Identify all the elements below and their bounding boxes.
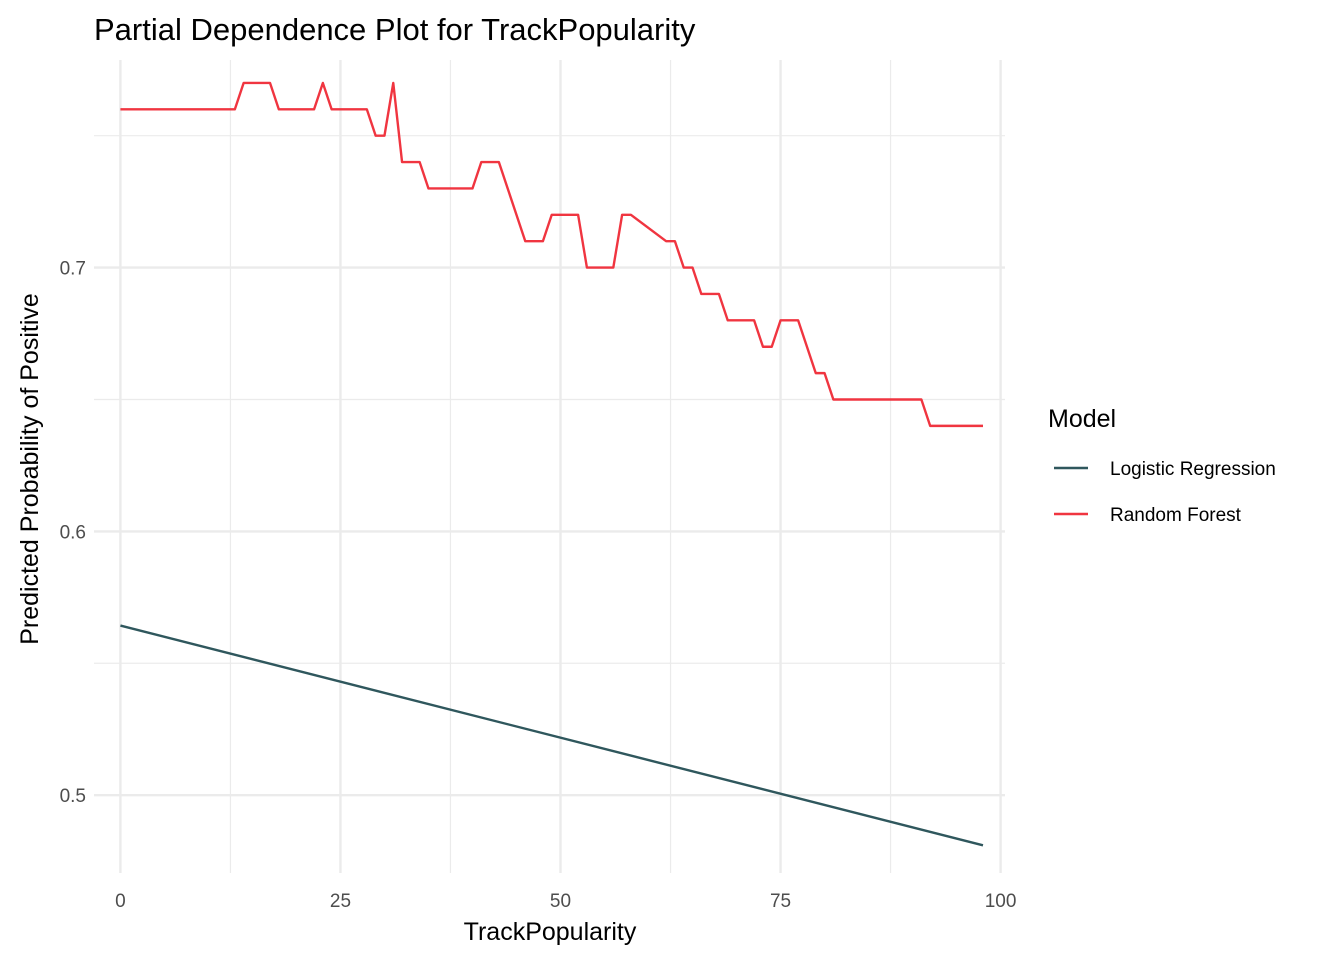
chart-title: Partial Dependence Plot for TrackPopular… [94, 12, 696, 47]
legend-title: Model [1048, 405, 1116, 433]
x-tick-label: 50 [550, 891, 571, 912]
series-lines [120, 81, 984, 847]
legend-items: Logistic Regression Random Forest [1054, 459, 1276, 526]
series-line-logistic-regression [120, 624, 984, 847]
y-tick-label: 0.7 [60, 259, 86, 280]
y-axis-ticks: 0.5 0.6 0.7 [60, 259, 86, 808]
x-tick-label: 75 [770, 891, 791, 912]
x-axis-title: TrackPopularity [464, 918, 637, 946]
x-tick-label: 100 [985, 891, 1017, 912]
series-line-random-forest [120, 81, 983, 428]
x-axis-ticks: 0 25 50 75 100 [115, 891, 1016, 912]
legend-item: Logistic Regression [1054, 459, 1276, 480]
y-axis-title: Predicted Probability of Positive [16, 293, 44, 645]
x-tick-label: 25 [330, 891, 351, 912]
y-tick-label: 0.5 [60, 786, 86, 807]
x-tick-label: 0 [115, 891, 126, 912]
legend-item: Random Forest [1054, 505, 1242, 526]
legend-label: Random Forest [1110, 505, 1242, 526]
y-tick-label: 0.6 [60, 522, 86, 543]
legend-label: Logistic Regression [1110, 459, 1276, 480]
legend: Model Logistic Regression Random Forest [1048, 405, 1276, 526]
grid-lines [94, 60, 1005, 873]
